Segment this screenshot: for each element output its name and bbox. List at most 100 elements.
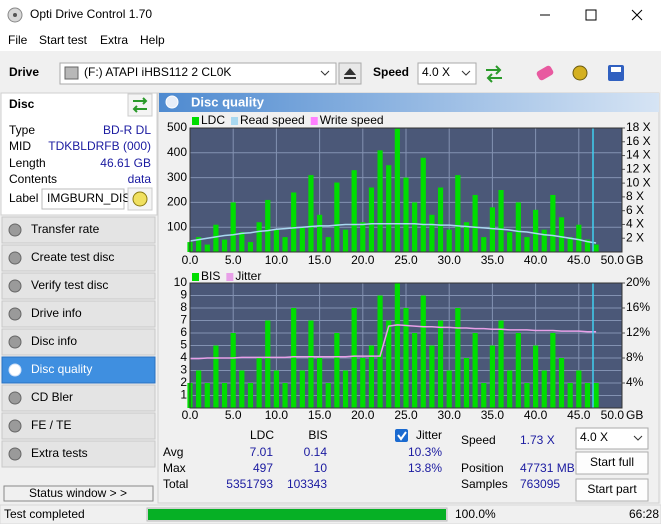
bar xyxy=(567,237,573,252)
menu-item[interactable]: Extra xyxy=(100,33,128,47)
stats-row-label: Avg xyxy=(163,445,183,459)
dropdown-arrow xyxy=(633,435,643,441)
nav-button[interactable] xyxy=(1,440,156,468)
y-tick-label: 300 xyxy=(167,170,187,184)
y2-tick-label: 16% xyxy=(626,300,650,314)
x-tick-label: 40.0 xyxy=(524,253,548,267)
status-window-label: Status window > > xyxy=(29,486,127,500)
panel-header xyxy=(159,93,659,112)
disc-value: 46.61 GB xyxy=(100,156,151,170)
nav-list: Transfer rate Create test disc Verify test… xyxy=(1,216,156,468)
bar xyxy=(230,333,236,408)
nav-icon xyxy=(8,307,22,321)
bar xyxy=(273,229,279,252)
bar xyxy=(507,370,513,408)
nav-label: Disc quality xyxy=(31,362,92,376)
x-tick-label: 50.0 xyxy=(601,408,625,422)
bar xyxy=(351,170,357,252)
x-axis-unit: GB xyxy=(626,253,643,267)
bar xyxy=(403,177,409,252)
legend-label: LDC xyxy=(201,113,225,127)
x-tick-label: 30.0 xyxy=(438,408,462,422)
bar xyxy=(463,222,470,252)
bar xyxy=(291,308,297,408)
nav-button[interactable] xyxy=(1,412,156,440)
disc-refresh-button[interactable] xyxy=(127,93,153,117)
nav-button[interactable] xyxy=(1,356,156,384)
nav-button[interactable] xyxy=(1,300,156,328)
stats-value: 10 xyxy=(314,461,328,475)
menu-item[interactable]: Help xyxy=(140,33,165,47)
start-part-button[interactable] xyxy=(575,478,649,502)
bar xyxy=(412,202,418,252)
drive-label: Drive xyxy=(9,65,39,79)
menu-item[interactable]: File xyxy=(8,33,28,47)
nav-button[interactable] xyxy=(1,384,156,412)
bar xyxy=(455,175,461,252)
bar xyxy=(524,237,530,252)
bar xyxy=(213,345,219,408)
bar xyxy=(247,383,254,408)
elapsed-time: 66:28 xyxy=(629,507,659,521)
bar xyxy=(515,333,521,408)
menu-item[interactable]: Start test xyxy=(39,33,88,47)
bar xyxy=(584,239,591,252)
drive-select[interactable] xyxy=(59,62,337,85)
jitter-checkbox[interactable] xyxy=(395,429,408,442)
test-speed-select[interactable] xyxy=(575,427,649,450)
test-speed-value: 4.0 X xyxy=(580,430,608,444)
bar xyxy=(282,237,288,252)
speed-label: Speed xyxy=(373,65,409,79)
maximize-button[interactable] xyxy=(585,9,597,21)
y2-tick-label: 20% xyxy=(626,275,650,289)
y-tick-label: 400 xyxy=(167,145,187,159)
disc-key: Contents xyxy=(9,172,57,186)
bar xyxy=(256,222,262,252)
y-tick-label: 200 xyxy=(167,195,187,209)
bar xyxy=(558,217,565,252)
nav-button[interactable] xyxy=(1,244,156,272)
close-button[interactable] xyxy=(631,9,643,21)
refresh-button[interactable] xyxy=(482,62,506,85)
bar xyxy=(282,383,288,408)
bar xyxy=(204,244,210,252)
bar xyxy=(420,295,426,408)
bar xyxy=(360,222,366,252)
speed-select[interactable] xyxy=(417,62,477,85)
status-window-button[interactable] xyxy=(3,485,154,502)
x-tick-label: 40.0 xyxy=(524,408,548,422)
stats-value: 7.01 xyxy=(250,445,274,459)
nav-label: Create test disc xyxy=(31,250,114,264)
bar xyxy=(515,202,521,252)
nav-button[interactable] xyxy=(1,216,156,244)
bar xyxy=(550,194,556,252)
bar xyxy=(299,227,305,252)
drive-value: (F:) ATAPI iHBS112 2 CL0K xyxy=(84,65,231,79)
legend-swatch xyxy=(226,273,234,281)
drive-icon xyxy=(64,66,79,80)
label-input[interactable] xyxy=(41,188,125,210)
bar xyxy=(239,370,245,408)
y-tick-label: 3 xyxy=(180,363,187,377)
disc-key: Label xyxy=(9,191,38,205)
bar xyxy=(541,370,547,408)
x-tick-label: 35.0 xyxy=(481,408,505,422)
plot-border xyxy=(189,127,623,253)
bar xyxy=(550,333,556,408)
panel-title: Disc quality xyxy=(191,94,265,109)
x-tick-label: 25.0 xyxy=(394,408,418,422)
status-text: Test completed xyxy=(4,507,85,521)
bar xyxy=(455,308,461,408)
y2-tick-label: 18 X xyxy=(626,120,651,134)
nav-button[interactable] xyxy=(1,328,156,356)
y2-tick-label: 6 X xyxy=(626,203,644,217)
bar xyxy=(489,345,495,408)
start-full-button[interactable] xyxy=(575,451,649,475)
bar xyxy=(420,157,426,252)
legend-swatch xyxy=(192,117,199,125)
bar xyxy=(196,237,202,252)
bar xyxy=(524,383,530,408)
dropdown-arrow xyxy=(320,70,330,76)
nav-button[interactable] xyxy=(1,272,156,300)
